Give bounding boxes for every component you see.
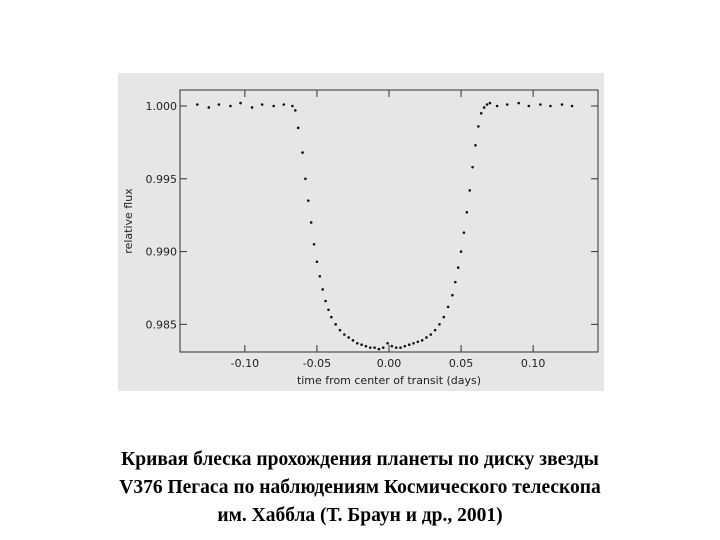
data-point (282, 103, 286, 106)
data-point (416, 340, 420, 344)
data-point (479, 111, 483, 115)
data-point (527, 104, 531, 108)
data-point (433, 328, 437, 332)
data-point (360, 343, 363, 347)
data-point (482, 106, 486, 109)
y-tick-label: 0.985 (146, 318, 178, 331)
data-point (399, 346, 402, 349)
data-point (321, 288, 324, 291)
data-point (429, 333, 433, 336)
data-point (229, 104, 232, 108)
data-point (347, 336, 350, 339)
data-point (477, 125, 480, 128)
data-point (390, 344, 394, 348)
data-point (403, 344, 407, 348)
data-point (291, 104, 294, 108)
data-point (377, 347, 381, 351)
data-point (488, 101, 492, 105)
data-point (294, 109, 297, 112)
data-point (368, 346, 372, 349)
data-point (560, 103, 564, 106)
data-point (312, 242, 316, 246)
data-point (474, 144, 477, 147)
data-point (195, 103, 199, 106)
caption-line-3: им. Хаббла (Т. Браун и др., 2001) (217, 505, 503, 526)
plot-frame (179, 89, 599, 353)
data-point (505, 103, 509, 106)
data-point (451, 293, 454, 297)
y-tick-label: 0.990 (146, 246, 178, 259)
chart-panel: -0.10 -0.05 0.00 0.05 0.10 1.000 0.995 0.990 0.9… (118, 73, 604, 391)
data-point (304, 177, 307, 181)
data-point (454, 280, 457, 284)
data-point (381, 346, 385, 349)
x-tick-label: -0.05 (303, 357, 331, 370)
y-tick-label: 0.995 (146, 173, 178, 186)
light-curve-chart: -0.10 -0.05 0.00 0.05 0.10 1.000 0.995 0.990 0.9… (122, 89, 599, 387)
data-point (239, 101, 242, 105)
data-point (217, 103, 221, 106)
data-point (373, 346, 376, 349)
data-point (459, 250, 463, 253)
data-point (338, 328, 342, 332)
data-point (260, 103, 264, 106)
data-point (334, 323, 337, 326)
x-tick-label: 0.00 (377, 357, 402, 370)
data-point (207, 106, 211, 109)
data-point (456, 266, 460, 269)
data-point (539, 103, 542, 106)
x-tick-label: 0.10 (521, 357, 546, 370)
y-tick-label: 1.000 (146, 100, 178, 113)
data-point (351, 339, 355, 342)
data-point (394, 346, 398, 349)
x-axis-title: time from center of transit (days) (297, 374, 481, 387)
data-point (471, 165, 474, 169)
data-point (355, 341, 359, 345)
data-point (318, 275, 322, 278)
data-point (309, 221, 313, 224)
ticks-layer: -0.10 -0.05 0.00 0.05 0.10 1.000 0.995 0.990 0.9… (146, 90, 598, 370)
data-point (301, 151, 304, 154)
data-point (425, 336, 428, 339)
data-point (330, 315, 333, 319)
x-tick-label: -0.10 (231, 357, 259, 370)
data-point (570, 104, 574, 108)
data-point (412, 341, 415, 345)
data-point (442, 315, 446, 319)
x-tick-label: 0.05 (449, 357, 474, 370)
data-point (364, 344, 368, 348)
caption: Кривая блеска прохождения планеты по дис… (20, 446, 700, 530)
data-point (495, 104, 499, 108)
data-point (386, 341, 389, 345)
points-layer (195, 101, 574, 351)
caption-line-1: Кривая блеска прохождения планеты по дис… (121, 449, 599, 470)
data-point (438, 323, 441, 326)
data-point (296, 126, 300, 130)
data-point (272, 104, 275, 108)
data-point (462, 231, 466, 234)
data-point (306, 199, 310, 202)
y-axis-title: relative flux (122, 188, 135, 254)
data-point (327, 308, 330, 312)
data-point (407, 343, 411, 347)
data-point (315, 260, 319, 264)
data-point (420, 339, 424, 342)
data-point (465, 210, 469, 214)
data-point (446, 305, 450, 309)
data-point (324, 299, 327, 303)
data-point (343, 333, 346, 336)
data-point (485, 103, 489, 106)
data-point (549, 104, 552, 108)
data-point (468, 189, 472, 192)
data-point (517, 101, 521, 105)
data-point (250, 106, 254, 109)
caption-line-2: V376 Пегаса по наблюдениям Космического … (119, 477, 601, 498)
